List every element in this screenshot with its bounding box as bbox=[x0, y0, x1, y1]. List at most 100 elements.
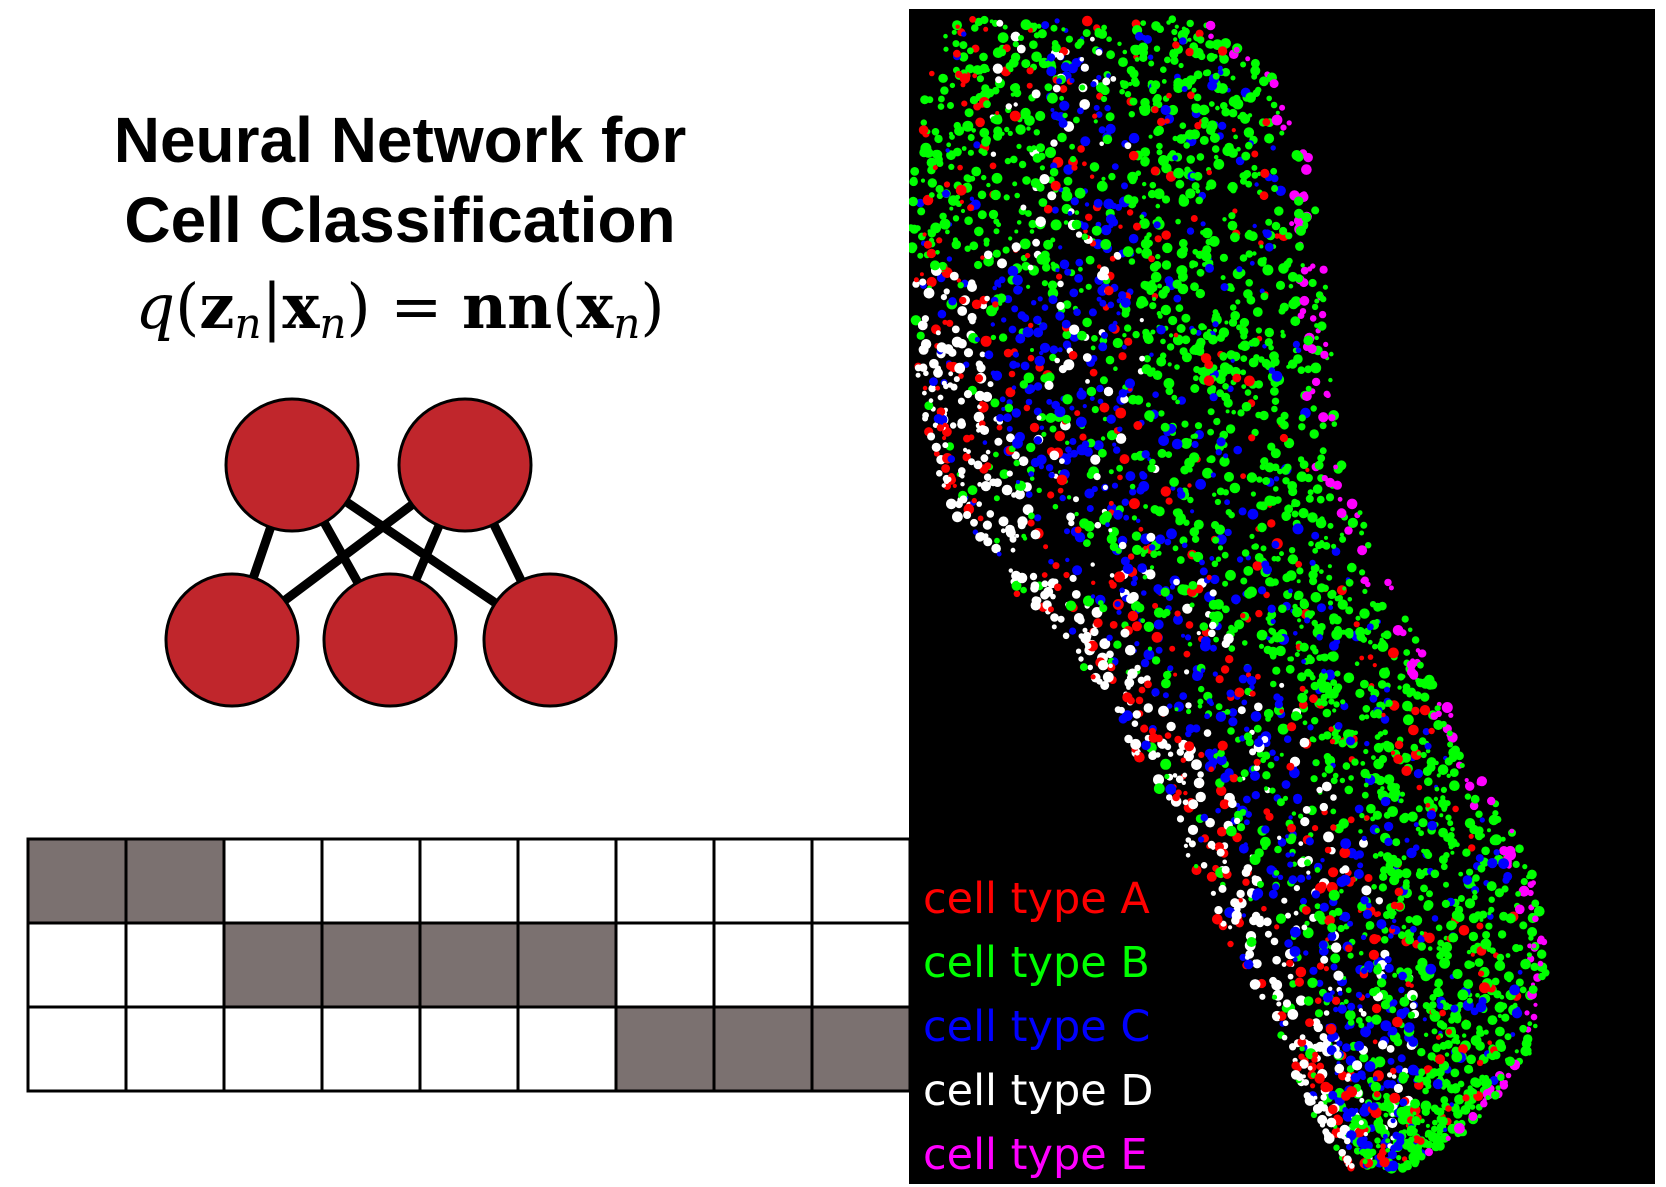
cell-dot bbox=[1220, 772, 1231, 783]
cell-dot bbox=[1074, 274, 1083, 283]
cell-dot bbox=[1370, 1081, 1381, 1093]
cell-dot bbox=[1533, 1023, 1538, 1029]
cell-dot bbox=[1245, 279, 1253, 287]
cell-dot bbox=[1207, 120, 1218, 131]
cell-dot bbox=[975, 117, 985, 128]
cell-dot bbox=[1281, 962, 1287, 967]
cell-dot bbox=[1285, 912, 1291, 919]
cell-dot bbox=[1090, 36, 1095, 42]
cell-dot bbox=[914, 364, 922, 372]
cell-dot bbox=[1130, 738, 1142, 750]
cell-dot bbox=[1288, 547, 1296, 554]
cell-dot bbox=[947, 102, 954, 109]
cell-dot bbox=[1062, 112, 1068, 119]
cell-dot bbox=[1155, 646, 1163, 654]
cell-dot bbox=[1454, 905, 1464, 915]
cell-dot bbox=[1304, 365, 1313, 374]
cell-dot bbox=[1399, 996, 1410, 1007]
cell-dot bbox=[1347, 920, 1354, 927]
cell-dot bbox=[1221, 551, 1229, 559]
cell-dot bbox=[1099, 141, 1104, 147]
cell-dot bbox=[1330, 963, 1338, 971]
cell-dot bbox=[1316, 962, 1325, 970]
cell-dot bbox=[1364, 874, 1373, 882]
cell-dot bbox=[1290, 711, 1301, 721]
cell-dot bbox=[1275, 110, 1280, 115]
cell-dot bbox=[1120, 628, 1130, 638]
cell-dot bbox=[936, 470, 943, 477]
cell-dot bbox=[1376, 978, 1387, 988]
grid-cell-r1-c2 bbox=[124, 837, 226, 925]
cell-dot bbox=[1209, 385, 1217, 392]
cell-dot bbox=[1270, 174, 1279, 183]
cell-dot bbox=[1064, 528, 1070, 535]
cell-dot bbox=[949, 134, 955, 140]
node-top-2 bbox=[397, 397, 533, 533]
cell-dot bbox=[1181, 780, 1186, 785]
cell-dot bbox=[1379, 1102, 1389, 1111]
cell-dot bbox=[1310, 775, 1318, 783]
cell-dot bbox=[1036, 23, 1042, 29]
cell-dot bbox=[1093, 473, 1101, 481]
cell-dot bbox=[1359, 1148, 1367, 1156]
cell-dot bbox=[1157, 448, 1167, 458]
cell-dot bbox=[1214, 312, 1220, 318]
cell-dot bbox=[1082, 317, 1092, 328]
cell-dot bbox=[1175, 304, 1184, 312]
cell-dot bbox=[1251, 875, 1258, 882]
cell-dot bbox=[1401, 753, 1412, 763]
cell-dot bbox=[1407, 1064, 1419, 1076]
cell-dot bbox=[1071, 164, 1078, 171]
cell-dot bbox=[1336, 1131, 1344, 1139]
cell-dot bbox=[1339, 916, 1344, 921]
cell-dot bbox=[1274, 845, 1282, 854]
cell-dot bbox=[1117, 426, 1123, 432]
cell-dot bbox=[1296, 471, 1308, 483]
cell-dot bbox=[1438, 827, 1448, 838]
cell-dot bbox=[963, 511, 972, 519]
cell-dot bbox=[1181, 420, 1189, 428]
cell-dot bbox=[958, 373, 964, 379]
cell-dot bbox=[1443, 1040, 1453, 1049]
cell-dot bbox=[1056, 52, 1064, 61]
cell-dot bbox=[1243, 289, 1253, 299]
cell-dot bbox=[1008, 57, 1019, 68]
cell-dot bbox=[1286, 120, 1292, 126]
cell-dot bbox=[1099, 299, 1107, 307]
cell-dot bbox=[1049, 345, 1059, 355]
cell-dot bbox=[1219, 430, 1229, 440]
cell-dot bbox=[1325, 493, 1335, 502]
cell-dot bbox=[1208, 629, 1216, 638]
cell-dot bbox=[1092, 113, 1098, 119]
cell-dot bbox=[1359, 838, 1368, 848]
cell-dot bbox=[1164, 743, 1172, 751]
cell-dot bbox=[1382, 729, 1388, 736]
cell-dot bbox=[1214, 498, 1221, 506]
cell-dot bbox=[1497, 1073, 1505, 1082]
cell-dot bbox=[1019, 238, 1031, 250]
formula-z: z bbox=[199, 270, 235, 343]
cell-dot bbox=[1131, 531, 1142, 541]
cell-dot bbox=[1410, 743, 1419, 752]
cell-dot bbox=[1364, 815, 1370, 821]
cell-dot bbox=[1392, 857, 1403, 868]
cell-dot bbox=[923, 370, 929, 377]
cell-dot bbox=[1202, 69, 1210, 77]
cell-dot bbox=[1358, 1022, 1365, 1029]
cell-dot bbox=[1205, 20, 1216, 31]
cell-dot bbox=[1237, 706, 1246, 715]
cell-dot bbox=[1497, 1013, 1502, 1019]
cell-dot bbox=[1294, 196, 1304, 206]
cell-dot bbox=[1205, 185, 1211, 191]
cell-dot bbox=[963, 390, 973, 399]
cell-dot bbox=[1470, 952, 1475, 957]
cell-dot bbox=[1050, 237, 1056, 243]
cell-dot bbox=[1339, 867, 1346, 874]
cell-dot bbox=[1329, 619, 1336, 625]
cell-dot bbox=[1472, 889, 1478, 895]
cell-dot bbox=[959, 296, 967, 305]
cell-dot bbox=[1176, 556, 1185, 564]
cell-dot bbox=[1454, 1013, 1462, 1022]
cell-dot bbox=[1501, 1013, 1510, 1022]
cell-dot bbox=[1073, 116, 1080, 124]
